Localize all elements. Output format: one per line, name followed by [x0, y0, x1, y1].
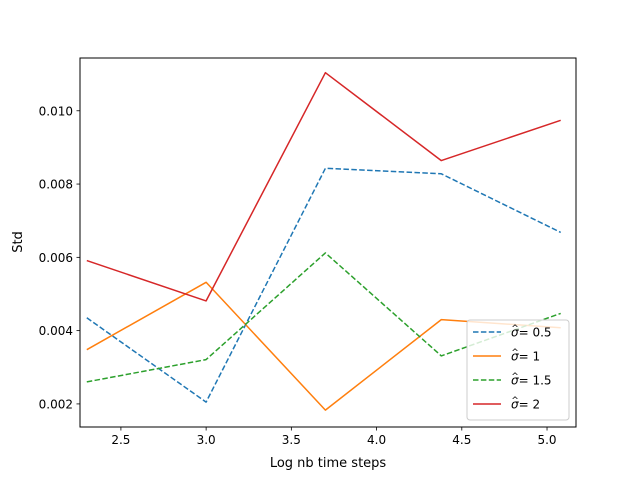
x-tick-label: 4.5 [452, 433, 471, 447]
series-line-1 [86, 167, 562, 403]
legend-label-3: σ= 1.5 [511, 374, 552, 388]
series-line-4 [86, 71, 561, 302]
y-tick-label: 0.008 [39, 178, 73, 192]
x-tick-label: 3.5 [282, 433, 301, 447]
legend-hat-3: ^ [511, 372, 519, 382]
x-tick-label: 5.0 [537, 433, 556, 447]
y-axis-label: Std [11, 231, 26, 253]
legend-label-1: σ= 0.5 [511, 326, 552, 340]
legend-hat-2: ^ [511, 348, 519, 358]
x-tick-label: 3.0 [197, 433, 216, 447]
y-tick-label: 0.006 [39, 251, 73, 265]
x-axis-ticks: 2.5 3.0 3.5 4.0 4.5 5.0 [111, 427, 557, 447]
plot-frame [79, 57, 577, 428]
legend-label-4: σ= 2 [511, 398, 540, 412]
legend-hat-1: ^ [511, 324, 519, 334]
legend: σ= 0.5^σ= 1^σ= 1.5^σ= 2^ [466, 319, 570, 421]
y-axis-ticks: 0.002 0.004 0.006 0.008 0.010 [39, 104, 80, 411]
x-tick-label: 4.0 [367, 433, 386, 447]
y-tick-label: 0.004 [39, 324, 73, 338]
x-tick-label: 2.5 [111, 433, 130, 447]
legend-hat-4: ^ [511, 396, 519, 406]
legend-label-2: σ= 1 [511, 350, 540, 364]
x-axis-label: Log nb time steps [270, 456, 387, 471]
y-tick-label: 0.002 [39, 397, 73, 411]
y-tick-label: 0.010 [39, 104, 73, 118]
legend-box [466, 319, 570, 421]
